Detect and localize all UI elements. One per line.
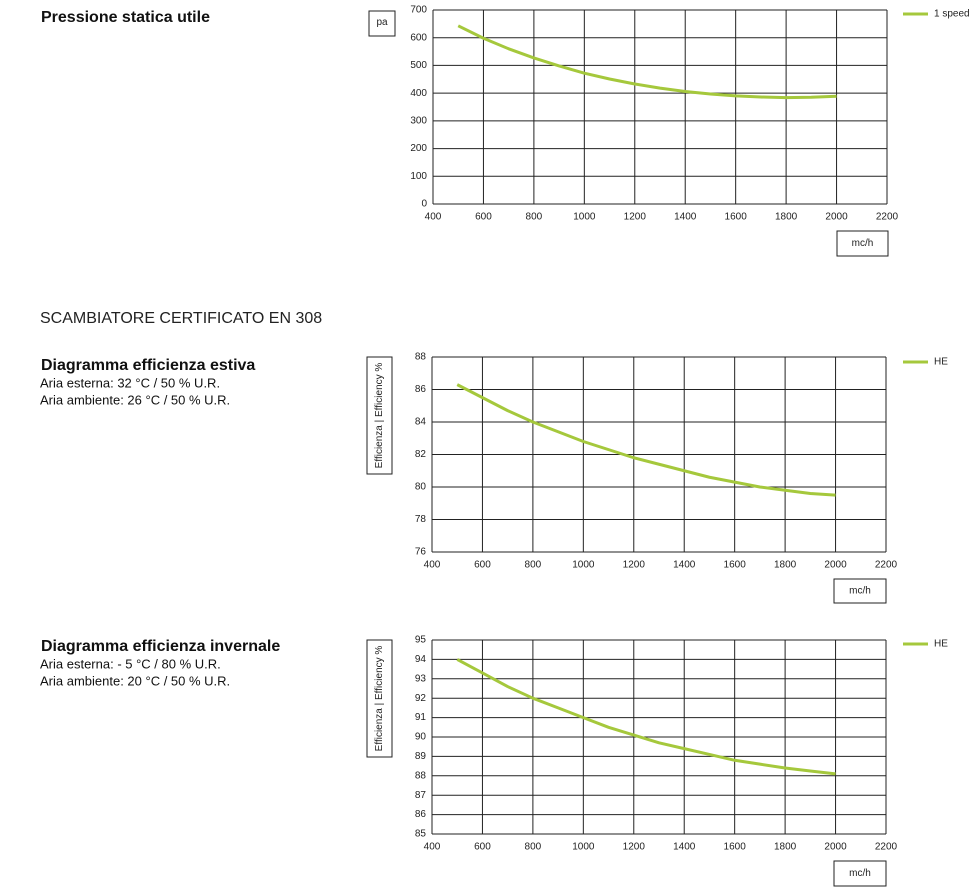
chart-title: Diagramma efficienza estiva: [41, 357, 255, 374]
y-tick-label: 95: [415, 635, 427, 646]
x-tick-label: 1000: [572, 560, 595, 571]
x-tick-label: 1000: [572, 842, 595, 853]
y-tick-label: 86: [415, 809, 427, 820]
legend-label: HE: [934, 639, 948, 650]
chart-title: Diagramma efficienza invernale: [41, 638, 280, 655]
y-tick-label: 200: [410, 143, 427, 154]
legend-label: 1 speed: [934, 9, 970, 20]
y-tick-label: 94: [415, 654, 427, 665]
y-tick-label: 80: [415, 482, 427, 493]
x-tick-label: 1800: [775, 212, 798, 223]
x-tick-label: 400: [425, 212, 442, 223]
x-tick-label: 1000: [573, 212, 596, 223]
y-label-box: [368, 10, 396, 37]
x-tick-label: 1400: [673, 560, 696, 571]
data-line: [456, 658, 836, 776]
y-tick-label: 92: [415, 693, 427, 704]
x-tick-label: 1600: [725, 212, 748, 223]
x-label-box: [833, 578, 887, 604]
y-tick-label: 500: [410, 60, 427, 71]
x-tick-label: 1200: [624, 212, 647, 223]
chart-subtitle: Aria ambiente: 20 °C / 50 % U.R.: [40, 673, 230, 688]
x-tick-label: 600: [474, 842, 491, 853]
x-tick-label: 1200: [623, 560, 646, 571]
y-tick-label: 82: [415, 449, 427, 460]
x-axis-label: mc/h: [849, 868, 871, 879]
y-tick-label: 93: [415, 673, 427, 684]
x-tick-label: 800: [525, 842, 542, 853]
x-label-box: [833, 860, 887, 887]
x-tick-label: 400: [424, 842, 441, 853]
x-tick-label: 2000: [825, 212, 848, 223]
x-tick-label: 1800: [774, 560, 797, 571]
y-tick-label: 84: [415, 417, 427, 428]
y-tick-label: 87: [415, 790, 427, 801]
chart-subtitle: Aria ambiente: 26 °C / 50 % U.R.: [40, 392, 230, 407]
y-tick-label: 0: [421, 199, 427, 210]
x-tick-label: 1600: [724, 842, 747, 853]
x-tick-label: 1600: [724, 560, 747, 571]
x-tick-label: 1400: [674, 212, 697, 223]
chart-subtitle: Aria esterna: - 5 °C / 80 % U.R.: [40, 656, 221, 671]
y-tick-label: 100: [410, 171, 427, 182]
legend-label: HE: [934, 357, 948, 368]
y-tick-label: 600: [410, 32, 427, 43]
x-axis-label: mc/h: [852, 238, 874, 249]
y-tick-label: 400: [410, 88, 427, 99]
chart-title: Pressione statica utile: [41, 9, 210, 26]
y-tick-label: 300: [410, 115, 427, 126]
x-tick-label: 600: [474, 560, 491, 571]
y-tick-label: 88: [415, 770, 427, 781]
x-tick-label: 800: [525, 560, 542, 571]
x-tick-label: 400: [424, 560, 441, 571]
x-tick-label: 1400: [673, 842, 696, 853]
y-label-box: [366, 356, 393, 475]
x-tick-label: 2000: [824, 842, 847, 853]
x-tick-label: 2000: [824, 560, 847, 571]
data-line: [457, 24, 837, 100]
x-tick-label: 1200: [623, 842, 646, 853]
x-tick-label: 600: [475, 212, 492, 223]
x-tick-label: 800: [526, 212, 543, 223]
x-tick-label: 2200: [875, 842, 898, 853]
x-tick-label: 2200: [876, 212, 899, 223]
y-tick-label: 86: [415, 384, 427, 395]
data-line: [456, 383, 836, 497]
y-axis-label: pa: [376, 17, 388, 28]
y-tick-label: 89: [415, 751, 427, 762]
y-tick-label: 78: [415, 514, 427, 525]
x-tick-label: 2200: [875, 560, 898, 571]
y-tick-label: 76: [415, 547, 427, 558]
x-label-box: [836, 230, 889, 257]
section-title: SCAMBIATORE CERTIFICATO EN 308: [40, 310, 322, 327]
x-axis-label: mc/h: [849, 586, 871, 597]
x-tick-label: 1800: [774, 842, 797, 853]
y-tick-label: 700: [410, 5, 427, 16]
y-label-box: [366, 639, 393, 758]
y-tick-label: 90: [415, 732, 427, 743]
chart-subtitle: Aria esterna: 32 °C / 50 % U.R.: [40, 375, 220, 390]
y-axis-label: Efficienza | Efficiency %: [374, 363, 385, 469]
y-tick-label: 85: [415, 829, 427, 840]
y-tick-label: 91: [415, 712, 427, 723]
y-axis-label: Efficienza | Efficiency %: [374, 646, 385, 752]
y-tick-label: 88: [415, 352, 427, 363]
